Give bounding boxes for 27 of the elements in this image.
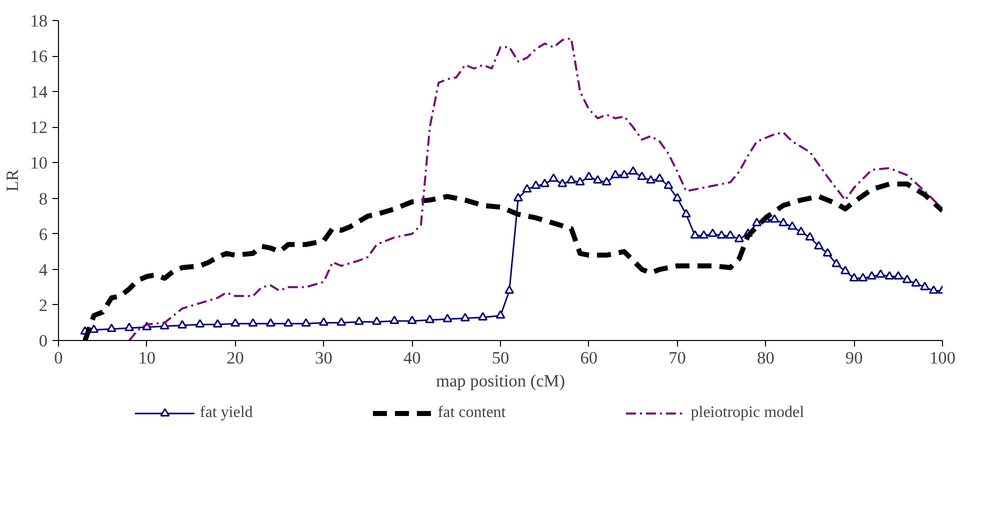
y-tick-label: 2 — [38, 296, 48, 315]
x-tick-label: 100 — [930, 348, 956, 368]
x-tick-label: 20 — [226, 348, 244, 368]
y-tick-label: 16 — [30, 47, 48, 66]
x-axis-title: map position (cM) — [436, 372, 566, 390]
x-tick-label: 80 — [757, 348, 774, 368]
y-tick-label: 0 — [38, 332, 48, 350]
y-tick-label: 14 — [30, 82, 48, 102]
y-tick-label: 4 — [38, 260, 48, 280]
x-tick-label: 50 — [492, 348, 510, 368]
legend-label: pleiotropic model — [690, 404, 804, 422]
x-tick-label: 30 — [315, 348, 332, 368]
x-tick-label: 70 — [668, 348, 686, 368]
y-tick-label: 18 — [30, 12, 48, 30]
x-tick-label: 10 — [138, 348, 156, 368]
line-series — [128, 37, 942, 340]
legend-label: fat yield — [200, 404, 253, 422]
legend-label: fat content — [438, 404, 506, 422]
x-tick-label: 90 — [845, 348, 863, 368]
y-tick-label: 12 — [30, 118, 48, 138]
x-tick-label: 40 — [403, 348, 421, 368]
x-tick-label: 0 — [54, 348, 63, 368]
y-tick-label: 6 — [38, 224, 48, 244]
x-tick-label: 60 — [580, 348, 598, 368]
y-tick-label: 10 — [30, 154, 48, 173]
y-tick-label: 8 — [38, 189, 48, 208]
y-axis-title: LR — [3, 168, 22, 192]
